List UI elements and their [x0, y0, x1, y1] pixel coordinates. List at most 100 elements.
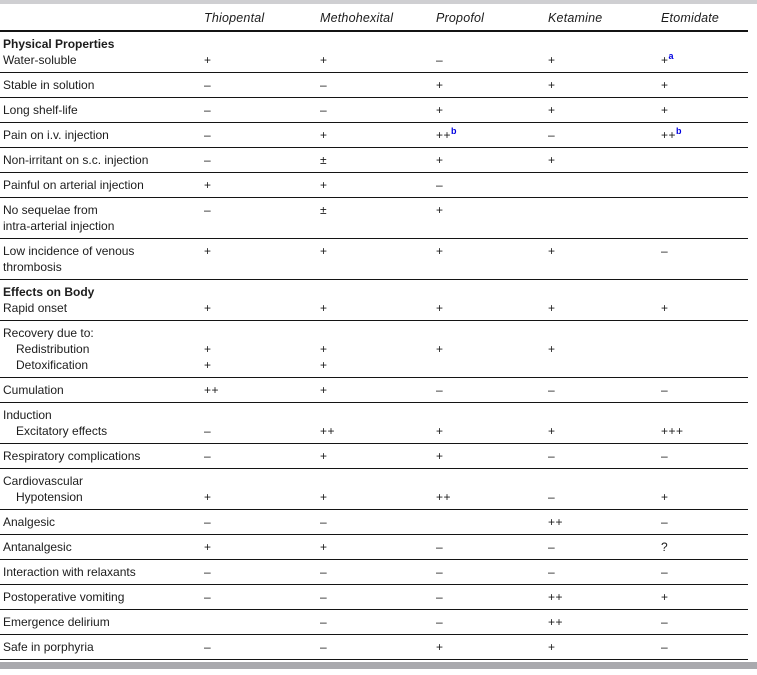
table-row: Recovery due to: — [0, 325, 748, 341]
cell-value: + — [204, 540, 212, 554]
row-label: Detoxification — [16, 358, 89, 372]
cell-value: ++ — [320, 424, 336, 438]
row-label: Excitatory effects — [16, 424, 108, 438]
table-row-group: Analgesic – – ++ – — [0, 510, 748, 535]
table-row-group: Recovery due to: Redistribution + + + + Detoxi… — [0, 321, 748, 378]
table-row-group: Pain on i.v. injection – + ++b – ++b — [0, 123, 748, 148]
table-row: Hypotension + + ++ – + — [0, 489, 748, 505]
table-header-row: Thiopental Methohexital Propofol Ketamine Et… — [0, 6, 748, 32]
table-row: Respiratory complications – + + – – — [0, 448, 748, 464]
cell-value: + — [436, 203, 444, 217]
cell-value: + — [204, 490, 212, 504]
table-row: Postoperative vomiting – – – ++ + — [0, 589, 748, 605]
table-row: Interaction with relaxants – – – – – — [0, 564, 748, 580]
cell-value: + — [436, 301, 444, 315]
cell-value: – — [204, 203, 212, 217]
cell-value: + — [320, 540, 328, 554]
cell-value: – — [320, 590, 328, 604]
cell-value: + — [204, 342, 212, 356]
row-label: Postoperative vomiting — [3, 590, 125, 604]
row-label: Effects on Body — [3, 285, 95, 299]
cell-value: + — [204, 301, 212, 315]
row-label: Pain on i.v. injection — [3, 128, 109, 142]
table-row: Redistribution + + + + — [0, 341, 748, 357]
cell-value: + — [204, 244, 212, 258]
cell-value: + — [548, 342, 556, 356]
table-row: Safe in porphyria – – + + – — [0, 639, 748, 655]
cell-value: – — [204, 424, 212, 438]
table-row: Effects on Body — [0, 284, 748, 300]
cell-value: – — [320, 78, 328, 92]
table-row: Emergence delirium – – ++ – — [0, 614, 748, 630]
table-row: Stable in solution – – + + + — [0, 77, 748, 93]
table-row: intra-arterial injection — [0, 218, 748, 234]
table-row: Water-soluble + + – + +a — [0, 52, 748, 68]
row-label: Rapid onset — [3, 301, 68, 315]
table-row-group: Induction Excitatory effects – ++ + + +++ — [0, 403, 748, 444]
table-row: Analgesic – – ++ – — [0, 514, 748, 530]
column-header-thiopental: Thiopental — [204, 11, 265, 25]
cell-value: +++ — [661, 424, 684, 438]
table-row-group: Antanalgesic + + – –? — [0, 535, 748, 560]
cell-value: + — [661, 590, 669, 604]
cell-value: + — [320, 301, 328, 315]
cell-value: – — [204, 78, 212, 92]
cell-value: + — [320, 383, 328, 397]
column-header-propofol: Propofol — [436, 11, 485, 25]
cell-value: – — [204, 640, 212, 654]
row-label: Recovery due to: — [3, 326, 94, 340]
row-label: Low incidence of venous — [3, 244, 135, 258]
row-label: Water-soluble — [3, 53, 77, 67]
footnote-ref-b[interactable]: b — [676, 126, 682, 136]
row-label: Respiratory complications — [3, 449, 141, 463]
row-label: Long shelf-life — [3, 103, 78, 117]
cell-value: + — [548, 244, 556, 258]
cell-value: + — [436, 424, 444, 438]
cell-value: ± — [320, 153, 328, 167]
table-row: No sequelae from – ± + — [0, 202, 748, 218]
row-label: Painful on arterial injection — [3, 178, 144, 192]
cell-value: – — [436, 383, 444, 397]
row-label: intra-arterial injection — [3, 219, 115, 233]
row-label: thrombosis — [3, 260, 62, 274]
cell-value: – — [661, 615, 669, 629]
table-row: Excitatory effects – ++ + + +++ — [0, 423, 748, 439]
cell-value: + — [548, 301, 556, 315]
table-row-group: Safe in porphyria – – + + – — [0, 635, 748, 660]
cell-value: + — [320, 342, 328, 356]
cell-value: + — [548, 103, 556, 117]
footnote-ref-a[interactable]: a — [668, 51, 674, 61]
row-label: Analgesic — [3, 515, 56, 529]
table-row: thrombosis — [0, 259, 748, 275]
table-row: Antanalgesic + + – –? — [0, 539, 748, 555]
row-label: Physical Properties — [3, 37, 115, 51]
row-label: Redistribution — [16, 342, 90, 356]
cell-value: ± — [320, 203, 328, 217]
column-header-methohexital: Methohexital — [320, 11, 394, 25]
table-row-group: Emergence delirium – – ++ – — [0, 610, 748, 635]
cell-value: ++ — [436, 490, 452, 504]
cell-value: + — [204, 178, 212, 192]
cell-value: – — [320, 515, 328, 529]
cell-value: + — [661, 78, 669, 92]
row-label: Cardiovascular — [3, 474, 84, 488]
cell-value: + — [548, 78, 556, 92]
row-label: Induction — [3, 408, 52, 422]
table-row: Non-irritant on s.c. injection – ± + + — [0, 152, 748, 168]
table-row: Rapid onset + + + + + — [0, 300, 748, 316]
cell-value: – — [436, 53, 444, 67]
cell-value: – — [204, 103, 212, 117]
cell-value: ++ — [204, 383, 220, 397]
cell-value: + — [204, 358, 212, 372]
cell-value: + — [436, 342, 444, 356]
cell-value: + — [320, 178, 328, 192]
cell-value: – — [436, 615, 444, 629]
cell-value: ++ — [548, 615, 564, 629]
cell-value: – — [436, 178, 444, 192]
cell-value: – — [548, 449, 556, 463]
cell-value: + — [204, 53, 212, 67]
footnote-ref-b[interactable]: b — [451, 126, 457, 136]
cell-value: + — [548, 424, 556, 438]
cell-value: – — [320, 640, 328, 654]
